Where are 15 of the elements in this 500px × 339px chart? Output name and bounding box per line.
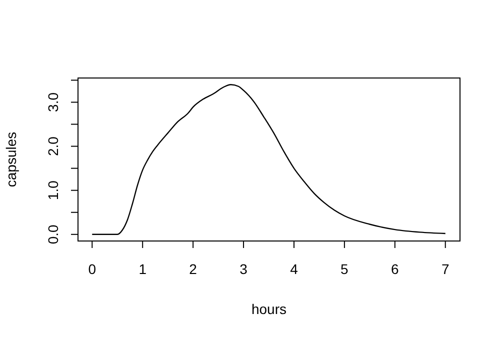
- x-tick-label: 5: [340, 261, 349, 277]
- x-tick-label: 3: [240, 261, 248, 277]
- y-tick-label: 3.0: [45, 92, 61, 112]
- x-tick-label: 6: [391, 261, 400, 277]
- x-tick-label: 0: [88, 261, 96, 277]
- x-tick-label: 4: [290, 261, 298, 277]
- x-tick-label: 1: [138, 261, 147, 277]
- x-axis-title: hours: [251, 301, 287, 317]
- x-tick-label: 7: [441, 261, 450, 277]
- x-tick-label: 2: [189, 261, 198, 277]
- line-series: [92, 84, 446, 235]
- y-axis-title: capsules: [3, 132, 19, 188]
- y-tick-label: 1.0: [45, 180, 61, 200]
- y-tick-label: 0.0: [45, 224, 61, 244]
- y-tick-label: 2.0: [45, 136, 61, 156]
